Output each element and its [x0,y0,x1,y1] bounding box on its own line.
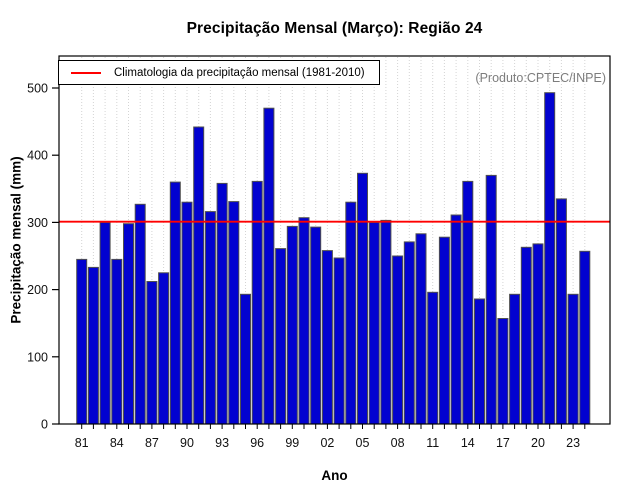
bar-1984 [111,258,123,425]
legend-label: Climatologia da precipitação mensal (198… [114,66,365,79]
bar-2014 [462,180,474,425]
y-tick-label: 400 [27,149,48,163]
bar-2024 [579,250,591,425]
x-tick-label: 08 [391,436,405,450]
chart-title: Precipitação Mensal (Março): Região 24 [186,20,483,37]
bar-2023 [567,293,579,425]
x-tick-label: 23 [566,436,580,450]
bar-1997 [263,107,275,425]
y-tick-label: 100 [27,350,48,364]
bar-2002 [321,250,333,425]
bar-1983 [99,221,111,425]
y-tick-label: 300 [27,216,48,230]
bar-1995 [240,293,251,425]
x-tick-label: 93 [215,436,229,450]
bar-2012 [438,236,450,425]
bar-2016 [485,174,497,425]
watermark-label: (Produto:CPTEC/INPE) [475,71,606,85]
y-axis-title: Precipitação mensal (mm) [8,156,24,324]
bar-2022 [555,198,567,425]
x-tick-label: 99 [285,436,299,450]
bar-1981 [76,258,88,425]
bar-2017 [497,318,509,425]
bar-2003 [333,257,345,425]
bar-2001 [310,226,322,425]
bar-1992 [204,211,216,425]
bar-1988 [158,272,170,425]
bar-2009 [403,241,415,425]
bar-1986 [134,203,146,425]
x-tick-label: 90 [180,436,194,450]
bar-2006 [368,221,380,425]
y-axis: 0 100 200 300 400 500 [27,82,59,432]
bar-1989 [169,181,181,425]
bar-1998 [275,248,287,425]
bar-1985 [123,223,134,425]
bar-1999 [286,225,298,425]
bar-2018 [509,293,521,425]
bar-1991 [193,126,205,425]
bar-2020 [532,243,544,425]
bar-1993 [216,182,228,425]
bars [76,92,591,425]
x-tick-label: 11 [426,436,439,450]
x-tick-label: 02 [320,436,334,450]
x-tick-label: 20 [531,436,545,450]
bar-2007 [380,219,392,425]
y-tick-label: 500 [27,82,48,96]
x-tick-label: 84 [110,436,124,450]
y-tick-label: 0 [41,418,48,432]
x-tick-label: 05 [356,436,370,450]
bar-2005 [357,172,368,425]
bar-2019 [520,246,532,425]
bar-2000 [298,217,310,425]
x-axis-title: Ano [321,468,348,483]
bar-2008 [392,255,404,425]
bar-2013 [450,214,462,425]
bar-1996 [251,180,263,425]
legend-line-sample [71,71,101,74]
x-axis: 81 84 87 90 93 96 99 02 05 08 11 14 17 20 23 [75,424,586,450]
plot-frame [58,55,611,425]
x-tick-label: 87 [145,436,159,450]
bar-1987 [146,281,158,425]
y-tick-label: 200 [27,283,48,297]
bar-1994 [228,201,240,425]
bar-1990 [181,201,193,425]
bar-2010 [415,233,427,425]
x-tick-label: 17 [496,436,510,450]
bar-1982 [87,266,99,425]
x-tick-label: 14 [461,436,475,450]
x-tick-label: 81 [75,436,89,450]
bar-2021 [544,92,556,425]
bar-2011 [427,291,439,425]
bar-2004 [345,201,357,425]
legend-box: Climatologia da precipitação mensal (198… [58,60,380,85]
x-tick-label: 96 [250,436,264,450]
bar-2015 [474,298,485,425]
